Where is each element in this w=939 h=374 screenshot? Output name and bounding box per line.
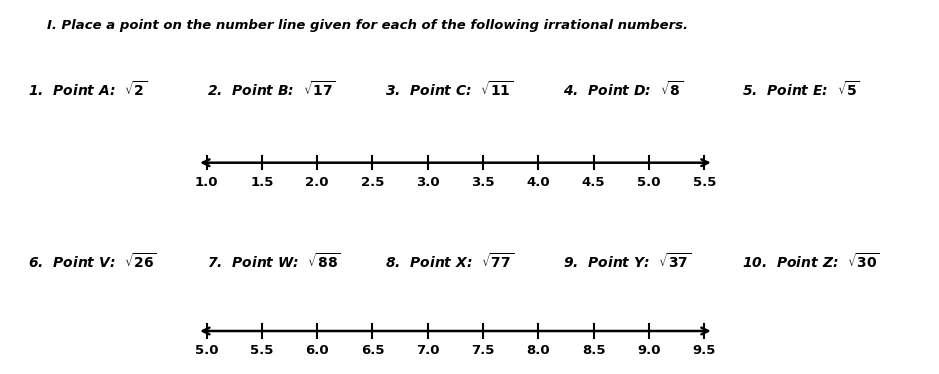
Text: 8.  Point X:  $\mathbf{\sqrt{77}}$: 8. Point X: $\mathbf{\sqrt{77}}$ bbox=[385, 252, 515, 271]
Text: 2.5: 2.5 bbox=[361, 176, 384, 189]
Text: 10.  Point Z:  $\mathbf{\sqrt{30}}$: 10. Point Z: $\mathbf{\sqrt{30}}$ bbox=[742, 252, 880, 271]
Text: 2.0: 2.0 bbox=[305, 176, 329, 189]
Text: 7.5: 7.5 bbox=[471, 344, 495, 357]
Text: 3.  Point C:  $\mathbf{\sqrt{11}}$: 3. Point C: $\mathbf{\sqrt{11}}$ bbox=[385, 80, 514, 99]
Text: 8.0: 8.0 bbox=[527, 344, 550, 357]
Text: 5.5: 5.5 bbox=[250, 344, 273, 357]
Text: 5.5: 5.5 bbox=[693, 176, 716, 189]
Text: 1.5: 1.5 bbox=[250, 176, 273, 189]
Text: 7.0: 7.0 bbox=[416, 344, 439, 357]
Text: 3.0: 3.0 bbox=[416, 176, 439, 189]
Text: 4.5: 4.5 bbox=[582, 176, 606, 189]
Text: 7.  Point W:  $\mathbf{\sqrt{88}}$: 7. Point W: $\mathbf{\sqrt{88}}$ bbox=[207, 252, 340, 271]
Text: 1.  Point A:  $\mathbf{\sqrt{2}}$: 1. Point A: $\mathbf{\sqrt{2}}$ bbox=[28, 80, 147, 99]
Text: 1.0: 1.0 bbox=[194, 176, 219, 189]
Text: 5.0: 5.0 bbox=[638, 176, 661, 189]
Text: 4.0: 4.0 bbox=[527, 176, 550, 189]
Text: 9.5: 9.5 bbox=[693, 344, 716, 357]
Text: 3.5: 3.5 bbox=[471, 176, 495, 189]
Text: 4.  Point D:  $\mathbf{\sqrt{8}}$: 4. Point D: $\mathbf{\sqrt{8}}$ bbox=[563, 80, 684, 99]
Text: 9.0: 9.0 bbox=[638, 344, 661, 357]
Text: 5.  Point E:  $\mathbf{\sqrt{5}}$: 5. Point E: $\mathbf{\sqrt{5}}$ bbox=[742, 80, 860, 99]
Text: 2.  Point B:  $\mathbf{\sqrt{17}}$: 2. Point B: $\mathbf{\sqrt{17}}$ bbox=[207, 80, 335, 99]
Text: 6.5: 6.5 bbox=[361, 344, 384, 357]
Text: 9.  Point Y:  $\mathbf{\sqrt{37}}$: 9. Point Y: $\mathbf{\sqrt{37}}$ bbox=[563, 252, 692, 271]
Text: 6.0: 6.0 bbox=[305, 344, 329, 357]
Text: I. Place a point on the number line given for each of the following irrational n: I. Place a point on the number line give… bbox=[47, 19, 688, 32]
Text: 8.5: 8.5 bbox=[582, 344, 606, 357]
Text: 6.  Point V:  $\mathbf{\sqrt{26}}$: 6. Point V: $\mathbf{\sqrt{26}}$ bbox=[28, 252, 157, 271]
Text: 5.0: 5.0 bbox=[194, 344, 219, 357]
